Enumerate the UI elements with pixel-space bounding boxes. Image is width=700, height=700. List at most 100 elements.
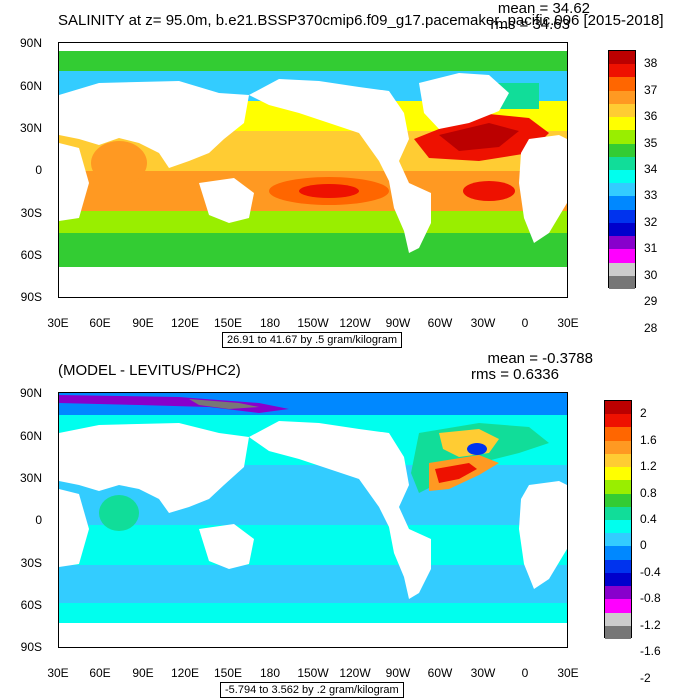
colorbar-label: 1.2 [640, 459, 657, 474]
colorbar-swatch [605, 414, 631, 428]
colorbar-label: 35 [644, 135, 658, 150]
panel2-lat-label-90n: 90N [19, 386, 42, 400]
colorbar-swatch [609, 236, 635, 250]
panel1-lon-label-180: 180 [259, 316, 281, 330]
panel2-lat-label-60n: 60N [19, 429, 42, 443]
panel1-lon-label-120w: 120W [339, 316, 371, 330]
colorbar-label: 31 [644, 241, 658, 256]
panel2-lon-label-90w: 90W [385, 666, 411, 680]
panel1-colorbar [608, 50, 636, 289]
colorbar-label: 37 [644, 82, 658, 97]
colorbar-label: -1.6 [640, 644, 661, 659]
panel2-lon-label-60w: 60W [427, 666, 453, 680]
colorbar-swatch [609, 209, 635, 223]
colorbar-swatch [605, 493, 631, 507]
colorbar-swatch [605, 427, 631, 441]
panel2-title: (MODEL - LEVITUS/PHC2) [58, 362, 241, 379]
panel2-rms: rms = 0.6336 [471, 366, 559, 383]
colorbar-swatch [605, 559, 631, 573]
colorbar-label: 38 [644, 56, 658, 71]
colorbar-label: 29 [644, 294, 658, 309]
colorbar-swatch [609, 90, 635, 104]
colorbar-label: 30 [644, 267, 658, 282]
colorbar-label: -2 [640, 670, 651, 685]
colorbar-swatch [605, 506, 631, 520]
panel2-lat-label-30s: 30S [20, 556, 42, 570]
colorbar-swatch [605, 572, 631, 587]
colorbar-label: 32 [644, 214, 658, 229]
colorbar-label: 0.4 [640, 512, 657, 526]
colorbar-label: 1.6 [640, 432, 657, 447]
panel1-lat-label-0: 0 [35, 163, 42, 177]
panel2-lon-label-30e-end: 30E [557, 666, 579, 680]
panel2-map [58, 392, 568, 648]
colorbar-label: 33 [644, 188, 658, 203]
panel1-lat-label-30s: 30S [20, 206, 42, 220]
colorbar-swatch [605, 546, 631, 560]
panel1-lat-label-60n: 60N [19, 79, 42, 93]
panel2-lon-label-60e: 60E [89, 666, 111, 680]
panel1-lon-label-30e-end: 30E [557, 316, 579, 330]
colorbar-swatch [609, 64, 635, 78]
panel1-contour-info: 26.91 to 41.67 by .5 gram/kilogram [222, 332, 402, 348]
panel2-lon-label-150e: 150E [213, 666, 243, 680]
panel2-mean: mean = -0.3788 [487, 350, 594, 367]
colorbar-swatch [605, 467, 631, 481]
colorbar-swatch [609, 275, 635, 289]
panel2-map-svg [59, 393, 567, 647]
colorbar-swatch [605, 519, 631, 534]
colorbar-swatch [605, 453, 631, 468]
colorbar-swatch [605, 612, 631, 626]
panel2-lat-label-90s: 90S [20, 640, 42, 654]
panel1-lon-label-0: 0 [521, 316, 529, 330]
panel1-title: SALINITY at z= 95.0m, b.e21.BSSP370cmip6… [58, 12, 664, 29]
colorbar-swatch [609, 222, 635, 237]
panel2-lon-label-30w: 30W [470, 666, 496, 680]
colorbar-label: 34 [644, 162, 658, 176]
panel1-lon-label-90e: 90E [132, 316, 154, 330]
colorbar-swatch [605, 480, 631, 494]
panel2-lon-label-150w: 150W [297, 666, 329, 680]
colorbar-swatch [609, 169, 635, 184]
colorbar-swatch [605, 625, 631, 639]
panel2-lat-label-60s: 60S [20, 598, 42, 612]
colorbar-label: 36 [644, 109, 658, 124]
panel2-lon-label-180: 180 [259, 666, 281, 680]
colorbar-swatch [609, 103, 635, 118]
panel1-lon-label-90w: 90W [385, 316, 411, 330]
panel1-lat-label-90n: 90N [19, 36, 42, 50]
colorbar-label: 0.8 [640, 485, 657, 500]
colorbar-label: 2 [640, 406, 647, 421]
panel1-lon-label-30w: 30W [470, 316, 496, 330]
panel2-contour-info: -5.794 to 3.562 by .2 gram/kilogram [220, 682, 404, 698]
panel1-lat-label-60s: 60S [20, 248, 42, 262]
panel1-lon-label-60e: 60E [89, 316, 111, 330]
colorbar-swatch [605, 599, 631, 613]
panel2-colorbar [604, 400, 632, 639]
colorbar-swatch [605, 440, 631, 454]
panel1-mean: mean = 34.62 [497, 0, 590, 17]
panel1-lat-label-90s: 90S [20, 290, 42, 304]
panel1-map [58, 42, 568, 298]
panel2-lon-label-120e: 120E [170, 666, 200, 680]
colorbar-swatch [605, 533, 631, 547]
panel1-lon-label-150e: 150E [213, 316, 243, 330]
panel1-lon-label-60w: 60W [427, 316, 453, 330]
colorbar-swatch [609, 183, 635, 197]
panel2-lon-label-30e: 30E [47, 666, 69, 680]
panel1-rms: rms = 34.63 [490, 16, 570, 33]
panel1-map-svg [59, 43, 567, 297]
colorbar-swatch [605, 401, 631, 415]
panel2-lon-label-90e: 90E [132, 666, 154, 680]
colorbar-swatch [609, 117, 635, 131]
colorbar-swatch [609, 130, 635, 144]
colorbar-label: 0 [640, 538, 647, 553]
panel1-lat-label-30n: 30N [19, 121, 42, 135]
colorbar-label: -0.4 [640, 564, 661, 579]
colorbar-swatch [609, 249, 635, 263]
colorbar-label: 28 [644, 320, 658, 335]
colorbar-swatch [609, 156, 635, 170]
colorbar-label: -0.8 [640, 591, 661, 606]
colorbar-swatch [609, 196, 635, 210]
panel2-lat-label-30n: 30N [19, 471, 42, 485]
